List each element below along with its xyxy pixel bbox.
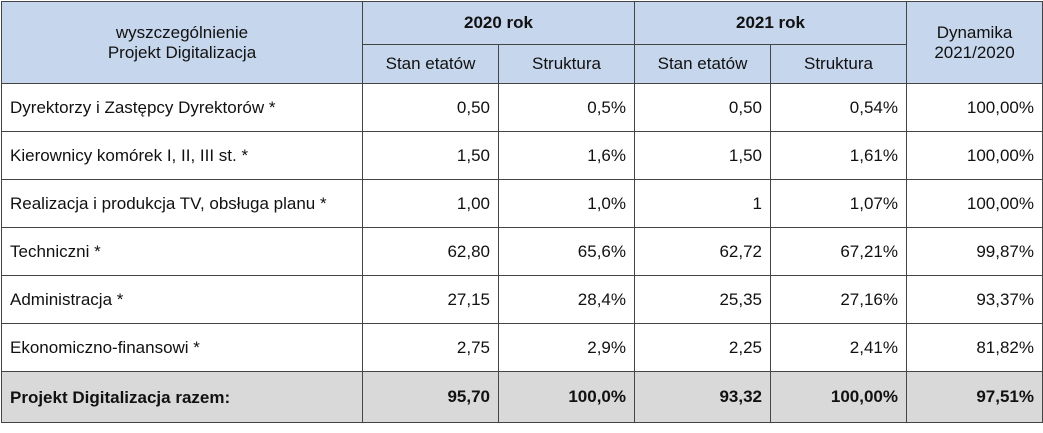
value-cell: 62,80: [362, 227, 499, 276]
data-row: Dyrektorzy i Zastępcy Dyrektorów * 0,50 0,…: [1, 83, 1043, 132]
value-cell: 2,25: [634, 323, 771, 372]
value-cell: 0,50: [362, 83, 499, 132]
value-cell: 2,9%: [498, 323, 635, 372]
data-table: wyszczególnienie Projekt Digitalizacja 2…: [1, 1, 1043, 423]
value-cell: 1,6%: [498, 131, 635, 180]
value-cell: 0,50: [634, 83, 771, 132]
data-row: Administracja * 27,15 28,4% 25,35 27,16% 93,3…: [1, 275, 1043, 324]
row-label: Projekt Digitalizacja razem:: [1, 371, 363, 423]
value-cell: 1,50: [362, 131, 499, 180]
value-cell: 67,21%: [770, 227, 907, 276]
table-body: Dyrektorzy i Zastępcy Dyrektorów * 0,50 0,…: [1, 83, 1043, 423]
value-cell: 100,0%: [498, 371, 635, 423]
value-cell: 100,00%: [906, 179, 1043, 228]
value-cell: 28,4%: [498, 275, 635, 324]
row-label: Realizacja i produkcja TV, obsługa planu…: [1, 179, 363, 228]
value-cell: 93,32: [634, 371, 771, 423]
value-cell: 2,75: [362, 323, 499, 372]
subheader: Struktura: [498, 44, 635, 84]
value-cell: 62,72: [634, 227, 771, 276]
title-cell: wyszczególnienie Projekt Digitalizacja: [1, 1, 363, 84]
group-header: 2020 rok: [362, 1, 635, 45]
value-cell: 0,54%: [770, 83, 907, 132]
data-row: Realizacja i produkcja TV, obsługa planu…: [1, 179, 1043, 228]
value-cell: 1,0%: [498, 179, 635, 228]
subheader: Stan etatów: [634, 44, 771, 84]
value-cell: 93,37%: [906, 275, 1043, 324]
title-line: Projekt Digitalizacja: [107, 42, 257, 62]
value-cell: 95,70: [362, 371, 499, 423]
data-row: Ekonomiczno-finansowi * 2,75 2,9% 2,25 2,41%…: [1, 323, 1043, 372]
data-row: Techniczni * 62,80 65,6% 62,72 67,21% 99,87%: [1, 227, 1043, 276]
title-line: wyszczególnienie: [115, 22, 249, 42]
row-label: Administracja *: [1, 275, 363, 324]
value-cell: 99,87%: [906, 227, 1043, 276]
value-cell: 25,35: [634, 275, 771, 324]
row-label: Kierownicy komórek I, II, III st. *: [1, 131, 363, 180]
subheader: Stan etatów: [362, 44, 499, 84]
value-cell: 27,16%: [770, 275, 907, 324]
row-label: Dyrektorzy i Zastępcy Dyrektorów *: [1, 83, 363, 132]
value-cell: 1,00: [362, 179, 499, 228]
value-cell: 100,00%: [770, 371, 907, 423]
value-cell: 81,82%: [906, 323, 1043, 372]
value-cell: 1: [634, 179, 771, 228]
value-cell: 0,5%: [498, 83, 635, 132]
subheader: Struktura: [770, 44, 907, 84]
data-row: Kierownicy komórek I, II, III st. * 1,50 1…: [1, 131, 1043, 180]
value-cell: 27,15: [362, 275, 499, 324]
value-cell: 1,50: [634, 131, 771, 180]
value-cell: 65,6%: [498, 227, 635, 276]
total-row: Projekt Digitalizacja razem: 95,70 100,0% 9…: [1, 371, 1043, 423]
group-header: 2021 rok: [634, 1, 907, 45]
value-cell: 2,41%: [770, 323, 907, 372]
value-cell: 1,61%: [770, 131, 907, 180]
row-label: Ekonomiczno-finansowi *: [1, 323, 363, 372]
table-header: wyszczególnienie Projekt Digitalizacja 2…: [1, 1, 1043, 84]
row-label: Techniczni *: [1, 227, 363, 276]
dynamics-line: Dynamika: [936, 22, 1013, 42]
value-cell: 100,00%: [906, 83, 1043, 132]
value-cell: 100,00%: [906, 131, 1043, 180]
value-cell: 1,07%: [770, 179, 907, 228]
dynamics-header: Dynamika 2021/2020: [906, 1, 1043, 84]
value-cell: 97,51%: [906, 371, 1043, 423]
dynamics-line: 2021/2020: [934, 42, 1015, 62]
